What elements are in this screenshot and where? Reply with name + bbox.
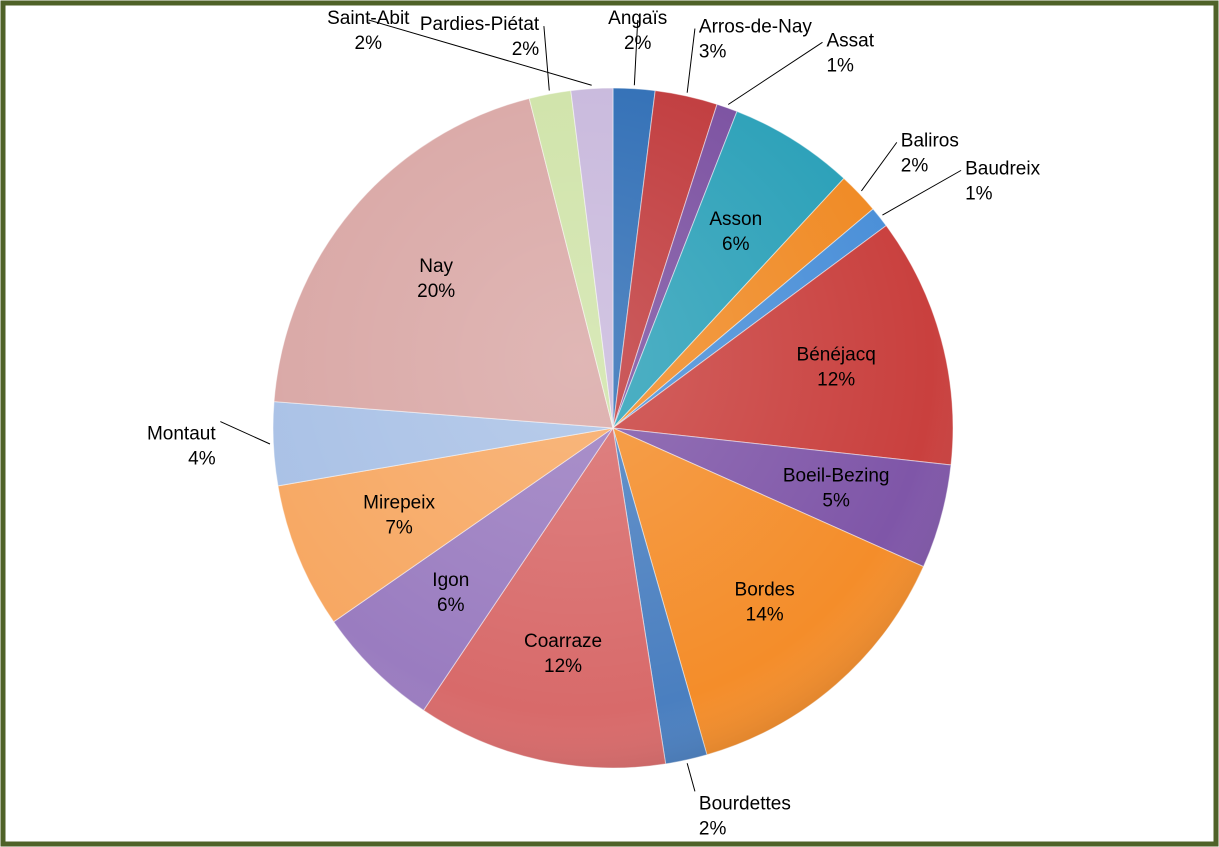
slice-label: Nay 20%	[417, 256, 455, 302]
category-label: Saint-Abit	[327, 8, 410, 29]
slice-label: Arros-de-Nay 3%	[699, 17, 812, 63]
value-label: 20%	[417, 281, 455, 302]
category-label: Asson	[709, 209, 762, 230]
slice-label: Bordes 14%	[735, 580, 795, 626]
value-label: 2%	[512, 39, 540, 60]
category-label: Bordes	[735, 580, 795, 601]
slice-label: Montaut 4%	[147, 424, 216, 470]
leader-line	[882, 169, 962, 216]
leader-line	[633, 19, 639, 86]
category-label: Nay	[419, 256, 453, 277]
category-label: Assat	[826, 30, 874, 51]
leader-line	[368, 19, 592, 86]
value-label: 4%	[188, 449, 216, 470]
category-label: Boeil-Bezing	[783, 465, 890, 486]
category-label: Mirepeix	[363, 493, 435, 514]
category-label: Bourdettes	[699, 793, 791, 814]
value-label: 2%	[699, 818, 727, 839]
slice-label: Bourdettes 2%	[699, 793, 791, 839]
value-label: 1%	[826, 55, 854, 76]
leader-line	[686, 28, 696, 93]
slice-label: Asson 6%	[709, 209, 762, 255]
slice-label: Igon 6%	[432, 570, 469, 616]
slice-label: Baliros 2%	[901, 130, 959, 176]
category-label: Coarraze	[524, 631, 602, 652]
value-label: 2%	[624, 33, 652, 54]
value-label: 1%	[965, 183, 993, 204]
leader-line	[727, 41, 823, 105]
slice-label: Pardies-Piétat 2%	[420, 14, 540, 60]
slice-label: Bénéjacq 12%	[797, 345, 876, 391]
category-label: Baliros	[901, 130, 959, 151]
slice-label: Baudreix 1%	[965, 158, 1040, 204]
category-label: Bénéjacq	[797, 345, 876, 366]
value-label: 14%	[746, 605, 784, 626]
slice-label: Boeil-Bezing 5%	[783, 465, 890, 511]
slice-label: Angaïs 2%	[608, 8, 667, 54]
value-label: 12%	[817, 370, 855, 391]
value-label: 2%	[901, 155, 929, 176]
value-label: 3%	[699, 42, 727, 63]
category-label: Angaïs	[608, 8, 667, 29]
leader-line	[220, 421, 271, 445]
category-label: Igon	[432, 570, 469, 591]
value-label: 2%	[355, 33, 383, 54]
category-label: Montaut	[147, 424, 216, 445]
leader-line	[861, 142, 898, 192]
category-label: Baudreix	[965, 158, 1040, 179]
value-label: 7%	[385, 518, 413, 539]
value-label: 12%	[544, 656, 582, 677]
category-label: Arros-de-Nay	[699, 17, 812, 38]
slice-label: Saint-Abit 2%	[327, 8, 410, 54]
leader-line	[543, 26, 550, 91]
leader-line	[686, 763, 696, 792]
value-label: 5%	[822, 490, 850, 511]
category-label: Pardies-Piétat	[420, 14, 540, 35]
slice-label: Assat 1%	[826, 30, 874, 76]
value-label: 6%	[437, 595, 465, 616]
slice-label: Coarraze 12%	[524, 631, 602, 677]
value-label: 6%	[722, 234, 750, 255]
slice-label: Mirepeix 7%	[363, 493, 435, 539]
